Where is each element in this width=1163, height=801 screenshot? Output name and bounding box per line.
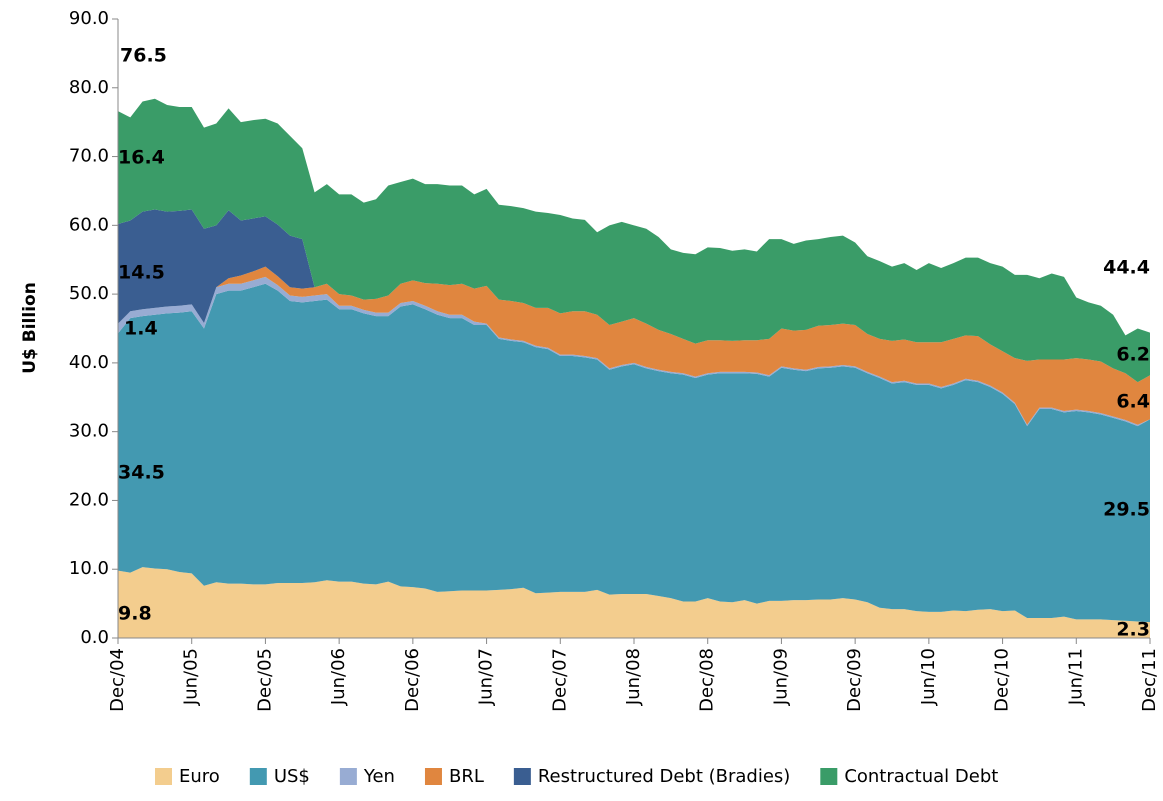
legend-swatch	[820, 768, 838, 785]
x-tick-label: Dec/04	[107, 648, 128, 712]
legend-label: Contractual Debt	[844, 766, 998, 787]
annotation: 6.2	[1116, 344, 1150, 366]
legend-swatch	[513, 768, 531, 785]
annotation: 14.5	[118, 262, 165, 284]
legend-label: Euro	[179, 766, 220, 787]
legend-swatch	[155, 768, 172, 785]
y-tick-label: 40.0	[69, 352, 109, 373]
annotation: 6.4	[1116, 391, 1150, 413]
y-tick-label: 50.0	[69, 283, 109, 304]
legend-swatch	[249, 768, 267, 785]
legend-label: BRL	[449, 766, 484, 787]
y-tick-label: 60.0	[69, 214, 109, 235]
y-tick-label: 20.0	[69, 489, 109, 510]
y-tick-label: 10.0	[69, 558, 109, 579]
annotation: 76.5	[120, 45, 167, 67]
x-tick-label: Dec/07	[549, 648, 570, 712]
legend-label: Yen	[363, 766, 395, 787]
x-tick-label: Dec/10	[992, 648, 1013, 712]
area	[118, 266, 1150, 425]
legend-label: US$	[274, 766, 310, 787]
x-tick-label: Jun/08	[623, 648, 644, 706]
x-tick-label: Dec/06	[402, 648, 423, 712]
area	[118, 98, 1150, 383]
x-tick-label: Dec/09	[844, 648, 865, 712]
area	[118, 209, 1150, 383]
y-tick-label: 80.0	[69, 77, 109, 98]
x-tick-label: Jun/11	[1065, 648, 1086, 706]
y-tick-label: 70.0	[69, 146, 109, 167]
legend-swatch	[424, 768, 442, 785]
x-tick-label: Dec/08	[697, 648, 718, 712]
y-tick-label: 90.0	[69, 8, 109, 29]
x-tick-label: Jun/06	[328, 648, 349, 706]
legend-label: Restructured Debt (Bradies)	[538, 766, 790, 787]
legend-swatch	[339, 768, 357, 785]
x-tick-label: Jun/05	[181, 648, 202, 706]
area	[118, 567, 1150, 638]
annotation: 29.5	[1103, 499, 1150, 521]
x-tick-label: Jun/07	[476, 648, 497, 706]
annotation: 16.4	[118, 147, 165, 169]
x-tick-label: Dec/05	[254, 648, 275, 712]
area	[118, 276, 1150, 427]
annotation: 2.3	[1116, 619, 1150, 641]
x-tick-label: Jun/09	[770, 648, 791, 706]
y-tick-label: 30.0	[69, 421, 109, 442]
annotation: 44.4	[1103, 257, 1150, 279]
annotation: 9.8	[118, 603, 152, 625]
x-tick-label: Jun/10	[918, 648, 939, 706]
annotation: 1.4	[124, 318, 158, 340]
y-tick-label: 0.0	[80, 627, 109, 648]
area	[118, 283, 1150, 623]
annotation: 34.5	[118, 462, 165, 484]
y-axis-label: U$ Billion	[20, 282, 40, 374]
x-tick-label: Dec/11	[1139, 648, 1160, 712]
